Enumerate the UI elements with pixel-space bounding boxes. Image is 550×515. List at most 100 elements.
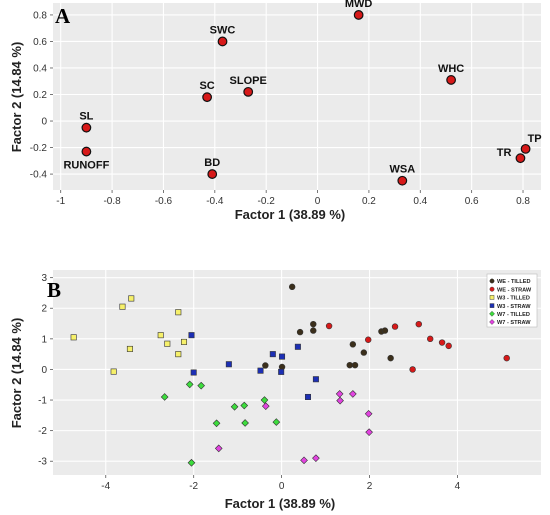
panel-a-x-tick-label: -0.4 <box>206 196 224 207</box>
panel-a-x-tick-label: -0.8 <box>103 196 121 207</box>
score-point-w7-tilled <box>240 401 249 410</box>
score-point-w3-straw <box>188 332 195 339</box>
loading-point-tr <box>515 153 526 164</box>
panel-b-ticks: -4 -2 0 2 4 -3 -2 -1 0 1 2 3 <box>38 273 461 492</box>
loading-label-runoff: RUNOFF <box>63 160 109 172</box>
panel-a-x-axis-title: Factor 1 (38.89 %) <box>235 207 346 222</box>
score-point-w3-tilled <box>70 334 77 341</box>
panel-a-x-tick-label: -1 <box>56 196 65 207</box>
score-point-w7-straw <box>365 428 373 436</box>
score-point-we-straw <box>427 335 434 343</box>
panel-b-x-tick-label: -2 <box>189 481 198 492</box>
score-point-w3-tilled <box>110 368 117 375</box>
loading-point-whc <box>446 75 457 85</box>
score-point-w3-straw <box>269 351 276 358</box>
score-point-we-tilled <box>296 328 304 336</box>
score-point-w7-tilled <box>212 419 221 428</box>
score-point-w7-straw <box>349 390 357 398</box>
panel-a-y-axis-title: Factor 2 (14.84 %) <box>9 42 24 153</box>
loading-label-mwd: MWD <box>345 0 373 10</box>
loading-label-whc: WHC <box>438 63 464 75</box>
loading-point-swc <box>217 36 228 47</box>
score-point-w7-tilled <box>241 419 249 427</box>
panel-b-y-tick-label: 3 <box>41 273 47 284</box>
score-point-we-tilled <box>262 362 269 369</box>
panel-b-y-tick-label: 2 <box>41 304 47 315</box>
score-point-we-straw <box>409 366 416 373</box>
panel-b-x-tick-label: 4 <box>455 481 461 492</box>
panel-a-points: MWD SWC WHC SC SLOPE SL RUNOFF BD WSA TR TP <box>63 0 542 186</box>
score-point-w3-straw <box>304 393 311 400</box>
loading-label-tr: TR <box>497 147 512 159</box>
panel-a-x-tick-label: 0.2 <box>362 196 376 207</box>
score-point-w3-tilled <box>126 345 133 352</box>
loading-point-mwd <box>353 10 364 20</box>
panel-a-y-tick-label: -0.2 <box>30 143 48 154</box>
panel-b-x-tick-label: 2 <box>367 481 373 492</box>
panel-a-letter: A <box>55 4 71 28</box>
panel-b-y-axis-title: Factor 2 (14.84 %) <box>9 318 24 429</box>
score-point-we-straw <box>503 354 510 362</box>
panel-b-x-axis-title: Factor 1 (38.89 %) <box>225 496 336 511</box>
loading-label-tp: TP <box>528 133 542 145</box>
score-point-w7-tilled <box>230 402 239 411</box>
legend-marker-we-straw <box>489 286 495 292</box>
score-point-w3-straw <box>279 353 286 360</box>
panel-b-x-tick-label: 0 <box>279 481 285 492</box>
score-point-w7-straw <box>300 456 308 465</box>
loading-label-slope: SLOPE <box>230 75 267 87</box>
panel-a-grid <box>53 3 541 190</box>
legend-label-we-straw: WE - STRAW <box>497 287 532 293</box>
legend-marker-w3-straw <box>489 303 495 308</box>
score-point-w3-tilled <box>157 332 164 339</box>
score-point-w7-straw <box>336 396 344 405</box>
loading-point-tp <box>520 143 531 154</box>
score-point-w3-tilled <box>119 303 126 310</box>
panel-b-x-tick-label: -4 <box>101 481 110 492</box>
panel-b-y-tick-label: -2 <box>38 426 47 437</box>
panel-b-y-tick-label: -3 <box>38 457 47 468</box>
panel-a-y-tick-label: 0.8 <box>33 10 47 21</box>
panel-a-y-tick-label: 0.4 <box>33 63 47 74</box>
loading-label-bd: BD <box>204 157 220 169</box>
panel-b-letter: B <box>47 278 61 302</box>
score-point-w3-tilled <box>175 309 182 316</box>
score-point-w7-straw <box>261 402 270 410</box>
score-point-w3-straw <box>294 343 301 350</box>
legend-label-w3-straw: W3 - STRAW <box>497 304 531 310</box>
score-point-we-straw <box>415 320 422 328</box>
panel-b-y-tick-label: 1 <box>41 334 47 345</box>
panel-b-plot-area <box>53 270 541 475</box>
legend-label-w7-tilled: W7 - TILLED <box>497 312 530 318</box>
score-point-we-tilled <box>346 361 353 369</box>
panel-a-x-tick-label: -0.6 <box>155 196 173 207</box>
panel-a-y-tick-label: 0.6 <box>33 37 47 48</box>
panel-b-legend: WE - TILLED WE - STRAW W3 - TILLED W3 - STR… <box>486 273 538 328</box>
loading-point-wsa <box>397 175 408 186</box>
score-point-w7-tilled <box>260 396 269 404</box>
loading-point-sc <box>202 92 213 103</box>
score-point-we-tilled <box>288 283 296 291</box>
panel-a-x-tick-label: 0.6 <box>465 196 479 207</box>
score-point-w3-tilled <box>181 338 188 345</box>
panel-b-grid <box>53 270 541 475</box>
panel-a-chart: -1 -0.8 -0.6 -0.4 -0.2 0 0.2 0.4 0.6 0.8 -0.4 -0.2 0… <box>9 0 542 222</box>
score-point-we-tilled <box>349 341 357 348</box>
score-point-w7-straw <box>214 444 223 453</box>
legend-box <box>486 273 538 328</box>
score-point-we-tilled <box>351 361 359 369</box>
panel-a-x-tick-label: 0 <box>315 196 321 207</box>
score-point-w7-tilled <box>197 381 205 390</box>
legend-marker-w7-tilled <box>489 310 495 317</box>
legend-label-w3-tilled: W3 - TILLED <box>497 296 530 302</box>
score-point-w3-tilled <box>164 340 171 347</box>
score-point-w7-tilled <box>160 393 169 401</box>
score-point-w7-tilled <box>187 458 196 467</box>
score-point-we-straw <box>438 339 446 346</box>
loading-label-sl: SL <box>79 111 93 123</box>
score-point-w3-straw <box>312 376 319 383</box>
panel-a-x-tick-label: -0.2 <box>258 196 276 207</box>
panel-a-x-tick-label: 0.8 <box>516 196 530 207</box>
loading-point-slope <box>243 86 254 97</box>
